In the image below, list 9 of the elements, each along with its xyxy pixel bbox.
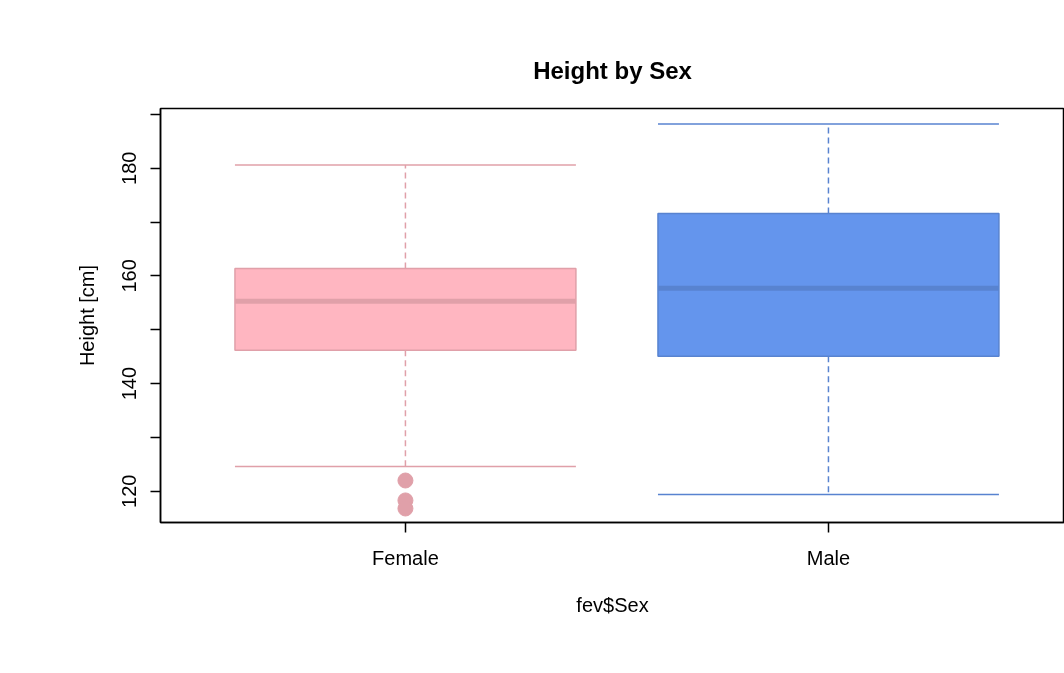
y-tick-label: 120: [118, 474, 141, 508]
y-tick-label: 180: [118, 151, 141, 185]
y-tick-label: 160: [118, 259, 141, 293]
y-axis-title: Height [cm]: [75, 264, 98, 367]
chart-title: Height by Sex: [533, 56, 693, 84]
x-axis-title: fev$Sex: [576, 593, 649, 616]
x-tick-label: Male: [806, 546, 851, 569]
y-tick-label: 140: [118, 366, 141, 401]
x-tick-label: Female: [372, 546, 439, 569]
